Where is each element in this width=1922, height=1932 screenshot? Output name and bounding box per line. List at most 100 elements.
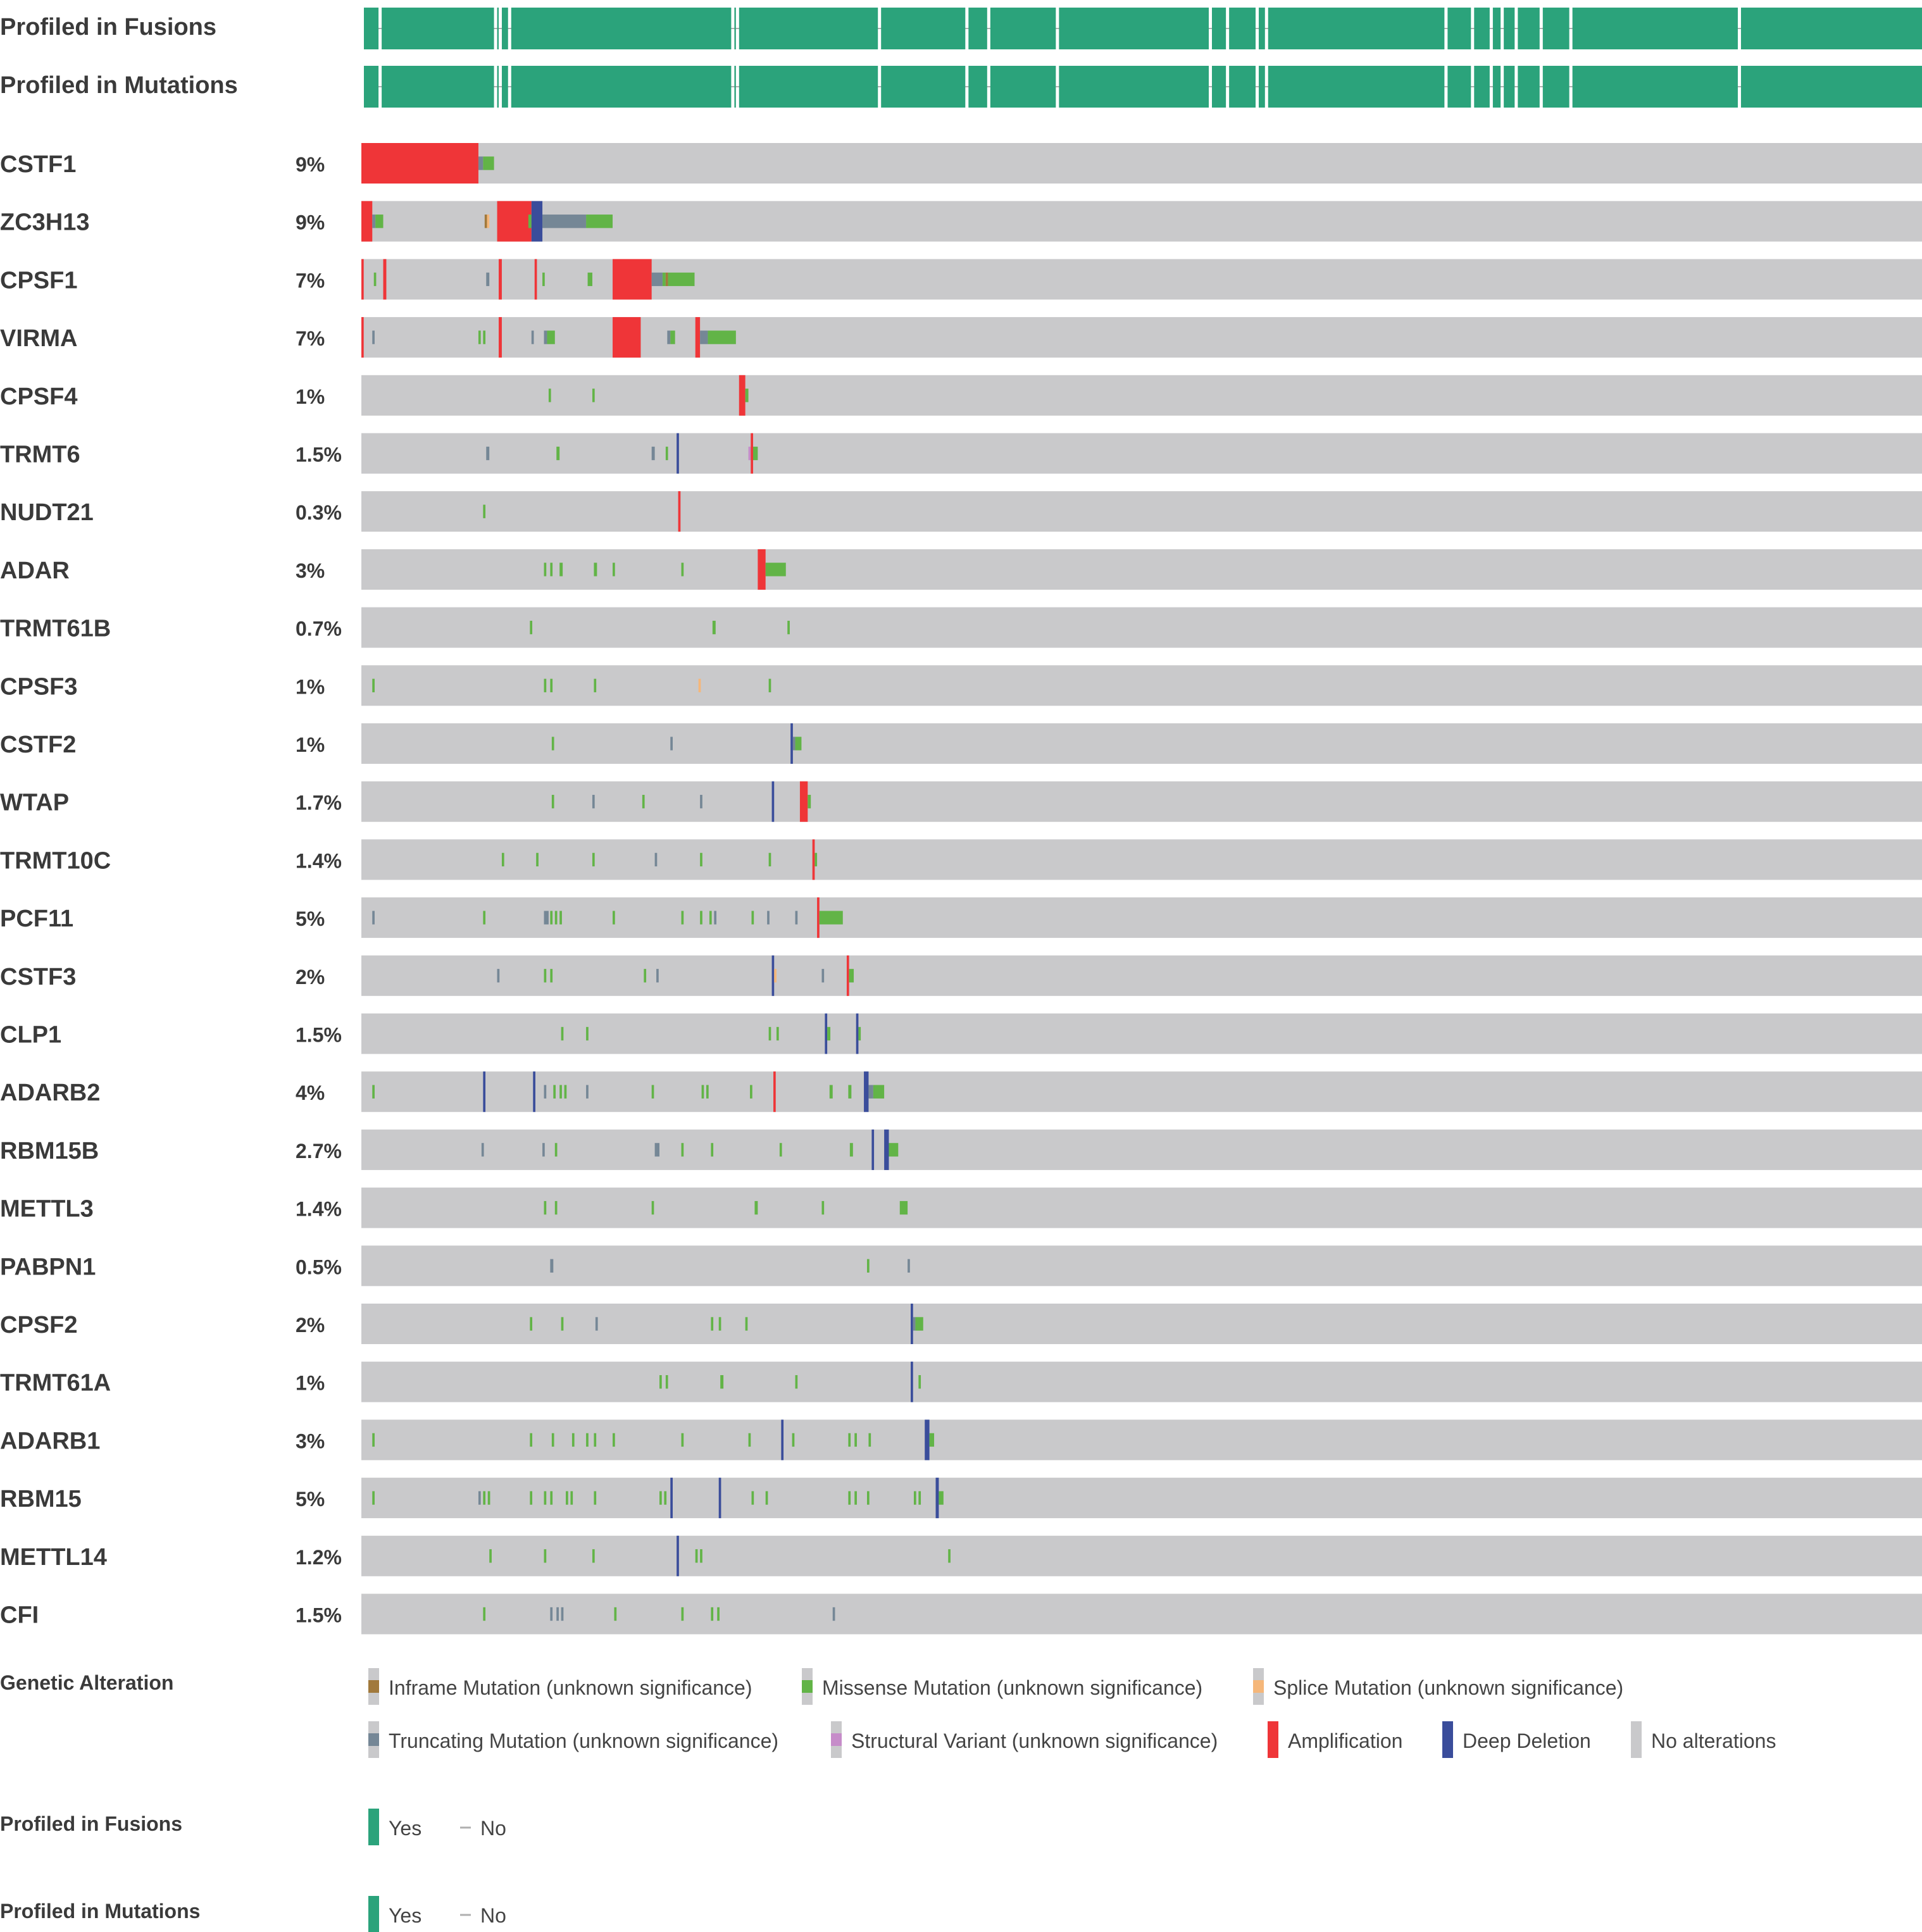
legend-title-profiled-fusions: Profiled in Fusions (0, 1812, 182, 1835)
alteration-missense (700, 1549, 702, 1563)
alteration-missense (551, 1433, 554, 1447)
gene-row-cstf3: CSTF3 2% (0, 955, 1922, 996)
gene-row-cpsf1: CPSF1 7% (0, 259, 1922, 300)
alteration-amp (499, 259, 502, 300)
gene-track-background (361, 1071, 1922, 1112)
alteration-missense (717, 1607, 720, 1621)
alteration-amp (751, 433, 753, 474)
alteration-trunc (556, 1607, 559, 1621)
gene-row-rbm15b: RBM15B 2.7% (0, 1129, 1922, 1170)
legend-label-yes: Yes (389, 1904, 421, 1927)
legend-item-none: No alterations (1631, 1721, 1776, 1758)
profile-segment (1740, 66, 1922, 108)
alteration-missense (483, 911, 486, 925)
legend-swatch (368, 1680, 379, 1693)
alteration-trunc (542, 215, 587, 228)
alteration-missense (544, 1549, 547, 1563)
gene-percent: 1% (296, 385, 325, 408)
alteration-missense (587, 272, 592, 287)
profile-segment (1212, 66, 1226, 108)
gene-label: TRMT61A (0, 1370, 111, 1397)
alteration-missense (571, 1433, 575, 1447)
legend-label: Inframe Mutation (unknown significance) (389, 1676, 752, 1699)
gene-label: TRMT61B (0, 616, 111, 642)
alteration-missense (768, 852, 771, 867)
alteration-missense (848, 1491, 851, 1505)
alteration-missense (613, 1433, 615, 1447)
alteration-missense (866, 1491, 870, 1505)
alteration-amp (499, 317, 502, 358)
alteration-missense (745, 389, 749, 402)
gene-percent: 0.5% (296, 1256, 342, 1278)
alteration-amp (361, 317, 364, 358)
alteration-missense (554, 1143, 558, 1157)
alteration-missense (814, 852, 818, 867)
legend-item-amp: Amplification (1268, 1721, 1402, 1758)
legend-label: Missense Mutation (unknown significance) (822, 1676, 1202, 1699)
alteration-trunc (651, 446, 655, 461)
alteration-deep (825, 1013, 828, 1054)
gene-track-background (361, 375, 1922, 416)
legend-label: Structural Variant (unknown significance… (851, 1729, 1218, 1752)
alteration-amp (846, 955, 849, 996)
alteration-inframe (484, 215, 487, 228)
alteration-inframe (665, 272, 668, 287)
gene-track-background (361, 723, 1922, 764)
gene-percent: 1.7% (296, 792, 342, 814)
gene-track-background (361, 1129, 1922, 1170)
alteration-missense (556, 446, 560, 461)
alteration-missense (501, 852, 504, 867)
alteration-missense (592, 1549, 595, 1563)
gene-percent: 1.5% (296, 1604, 342, 1627)
alteration-missense (854, 1491, 857, 1505)
legend-label: Splice Mutation (unknown significance) (1273, 1676, 1623, 1699)
alteration-trunc (544, 1085, 547, 1099)
alteration-missense (550, 911, 553, 925)
gene-label: CLP1 (0, 1022, 61, 1049)
gene-row-virma: VIRMA 7% (0, 317, 1922, 358)
alteration-missense (681, 563, 684, 576)
alteration-deep (935, 1478, 939, 1519)
gene-label: METTL3 (0, 1196, 94, 1223)
alteration-missense (550, 563, 553, 576)
alteration-trunc (592, 795, 595, 809)
alteration-trunc (795, 911, 798, 925)
legend-swatch-yes (368, 1896, 379, 1932)
alteration-deep (677, 1535, 679, 1576)
alteration-deep (781, 1419, 784, 1461)
alteration-missense (858, 1026, 861, 1041)
alteration-trunc (792, 737, 796, 751)
gene-percent: 1% (296, 675, 325, 698)
alteration-missense (594, 678, 597, 692)
alteration-missense (614, 1607, 617, 1621)
profile-segment (1258, 66, 1265, 108)
alteration-missense (483, 156, 494, 170)
alteration-missense (718, 1317, 721, 1331)
alteration-trunc (868, 1085, 873, 1099)
alteration-deep (864, 1071, 869, 1112)
profile-segment (1492, 66, 1501, 108)
alteration-missense (829, 1085, 833, 1099)
alteration-trunc (821, 969, 825, 983)
alteration-missense (868, 1433, 871, 1447)
alteration-missense (586, 1433, 589, 1447)
gene-row-cpsf4: CPSF4 1% (0, 375, 1922, 416)
gene-percent: 1.4% (296, 849, 342, 872)
alteration-missense (544, 1200, 547, 1215)
alteration-amp (497, 201, 532, 242)
alteration-missense (668, 272, 695, 287)
legend-swatch (368, 1733, 379, 1746)
gene-percent: 1% (296, 1372, 325, 1395)
alteration-missense (551, 795, 554, 809)
alteration-missense (706, 1085, 709, 1099)
gene-percent: 2.7% (296, 1140, 342, 1162)
legend-swatch (1268, 1721, 1278, 1758)
profile-segment (1492, 8, 1501, 49)
profile-segment (1059, 66, 1209, 108)
alteration-missense (554, 1200, 558, 1215)
legend-title-profiled-mutations: Profiled in Mutations (0, 1900, 200, 1923)
alteration-missense (681, 1143, 684, 1157)
profile-segment (1229, 66, 1256, 108)
profile-segment (1229, 8, 1256, 49)
alteration-missense (712, 620, 716, 635)
